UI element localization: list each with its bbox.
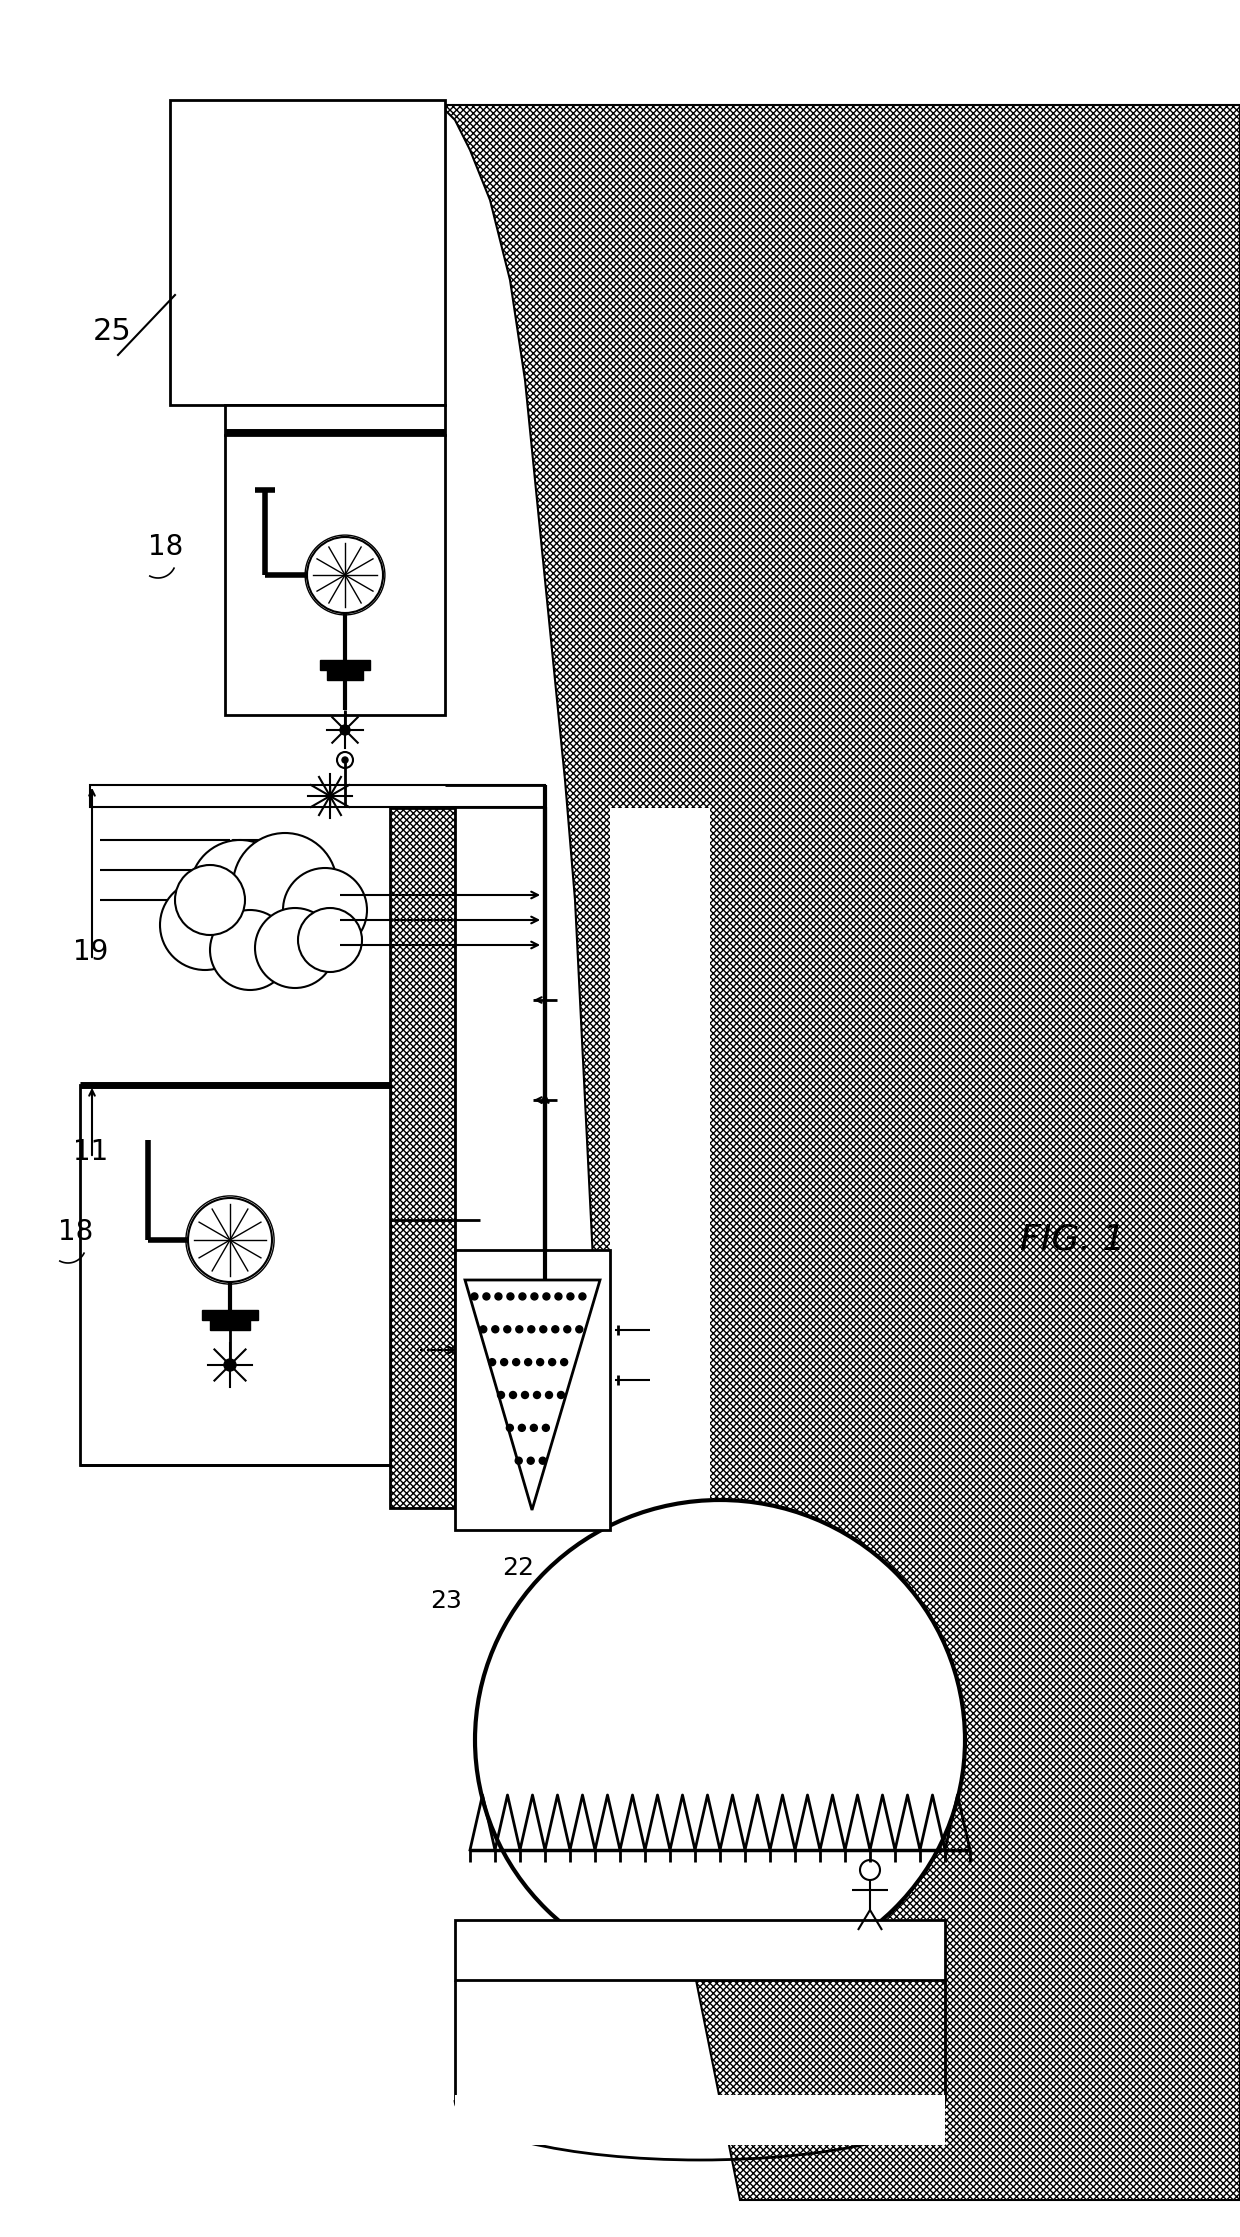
Circle shape: [527, 1456, 534, 1465]
Circle shape: [556, 1293, 562, 1300]
Text: 18: 18: [148, 532, 184, 561]
Circle shape: [489, 1358, 496, 1365]
Bar: [455, 1919, 945, 1980]
Circle shape: [471, 1293, 477, 1300]
Circle shape: [340, 725, 350, 736]
Circle shape: [516, 1327, 523, 1333]
Circle shape: [190, 841, 290, 940]
Bar: [91, 785, 546, 808]
Circle shape: [567, 1293, 574, 1300]
Text: FIG. 1: FIG. 1: [1021, 1224, 1126, 1257]
Circle shape: [210, 910, 290, 991]
Circle shape: [528, 1327, 534, 1333]
Circle shape: [255, 908, 335, 989]
Bar: [224, 405, 445, 434]
Circle shape: [552, 1327, 559, 1333]
Circle shape: [510, 1391, 517, 1398]
Circle shape: [564, 1327, 570, 1333]
Circle shape: [482, 1293, 490, 1300]
Text: 23: 23: [430, 1588, 461, 1613]
Text: 11: 11: [73, 1139, 108, 1165]
Bar: [81, 1085, 391, 1465]
Circle shape: [506, 1425, 513, 1432]
Circle shape: [525, 1358, 532, 1365]
Bar: [610, 808, 711, 1908]
Bar: [391, 808, 455, 1508]
Circle shape: [543, 1293, 549, 1300]
Circle shape: [531, 1425, 537, 1432]
Circle shape: [546, 1391, 553, 1398]
Circle shape: [480, 1327, 487, 1333]
Bar: [210, 1320, 250, 1331]
Bar: [224, 434, 445, 716]
Circle shape: [522, 1391, 528, 1398]
Circle shape: [298, 908, 362, 973]
Circle shape: [518, 1425, 526, 1432]
Circle shape: [342, 756, 348, 763]
Circle shape: [501, 1358, 507, 1365]
Bar: [202, 1311, 258, 1320]
Circle shape: [495, 1293, 502, 1300]
Bar: [455, 1250, 610, 1530]
Circle shape: [548, 1358, 556, 1365]
Bar: [170, 101, 445, 405]
Circle shape: [512, 1358, 520, 1365]
Polygon shape: [465, 1280, 600, 1510]
Circle shape: [579, 1293, 587, 1300]
Circle shape: [558, 1391, 564, 1398]
Circle shape: [539, 1327, 547, 1333]
Bar: [455, 1250, 610, 1530]
Bar: [327, 671, 363, 680]
Bar: [320, 660, 370, 671]
Circle shape: [518, 1293, 526, 1300]
Circle shape: [539, 1456, 546, 1465]
Circle shape: [537, 1358, 543, 1365]
Circle shape: [542, 1425, 549, 1432]
Circle shape: [531, 1293, 538, 1300]
Circle shape: [560, 1358, 568, 1365]
Circle shape: [515, 1456, 522, 1465]
Circle shape: [224, 1360, 236, 1371]
Bar: [455, 1919, 945, 1980]
Bar: [91, 785, 546, 808]
Circle shape: [533, 1391, 541, 1398]
Circle shape: [575, 1327, 583, 1333]
Circle shape: [233, 832, 337, 937]
Ellipse shape: [475, 1501, 965, 1980]
Bar: [455, 2096, 945, 2145]
Text: 18: 18: [58, 1217, 93, 1246]
Text: 25: 25: [93, 318, 131, 347]
Polygon shape: [440, 105, 1240, 2199]
Circle shape: [175, 866, 246, 935]
Circle shape: [507, 1293, 513, 1300]
Circle shape: [503, 1327, 511, 1333]
Circle shape: [160, 879, 250, 971]
Text: 19: 19: [73, 937, 108, 966]
Text: 22: 22: [502, 1557, 534, 1579]
Circle shape: [497, 1391, 505, 1398]
Circle shape: [492, 1327, 498, 1333]
Circle shape: [283, 868, 367, 953]
